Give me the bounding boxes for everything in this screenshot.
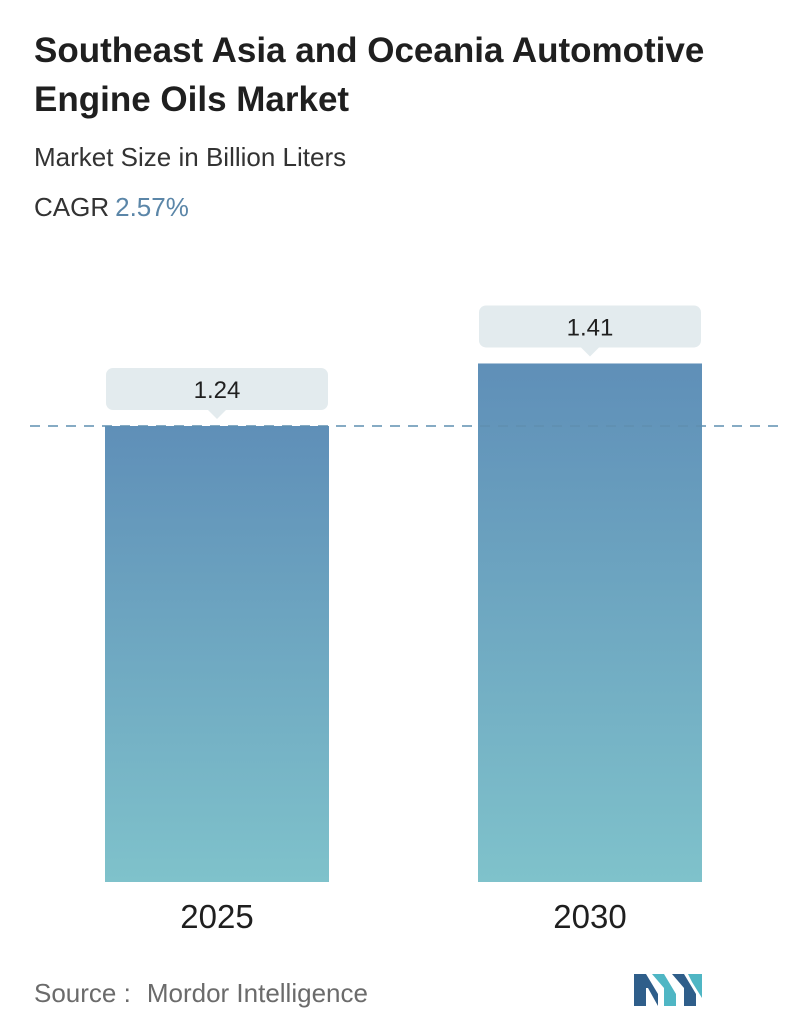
value-label-bubble bbox=[479, 305, 701, 357]
value-label: 1.41 bbox=[567, 314, 614, 341]
cagr-label: CAGR bbox=[34, 192, 110, 222]
x-tick-label: 2030 bbox=[553, 898, 626, 935]
value-label-bubble bbox=[106, 368, 328, 419]
chart-subtitle: Market Size in Billion Liters bbox=[34, 142, 347, 172]
bar-2025 bbox=[105, 426, 329, 882]
chart-title: Southeast Asia and Oceania Automotive En… bbox=[34, 31, 705, 119]
x-tick-label: 2025 bbox=[180, 898, 253, 935]
bar-2030 bbox=[478, 363, 702, 882]
mordor-intelligence-logo-icon bbox=[634, 974, 702, 1006]
cagr-line: CAGR 2.57% bbox=[34, 190, 189, 224]
source-label: Source : bbox=[34, 978, 131, 1008]
value-label: 1.24 bbox=[194, 377, 241, 404]
source-line: Source : Mordor Intelligence bbox=[34, 976, 368, 1010]
source-value: Mordor Intelligence bbox=[146, 978, 368, 1008]
cagr-value: 2.57% bbox=[115, 192, 189, 222]
